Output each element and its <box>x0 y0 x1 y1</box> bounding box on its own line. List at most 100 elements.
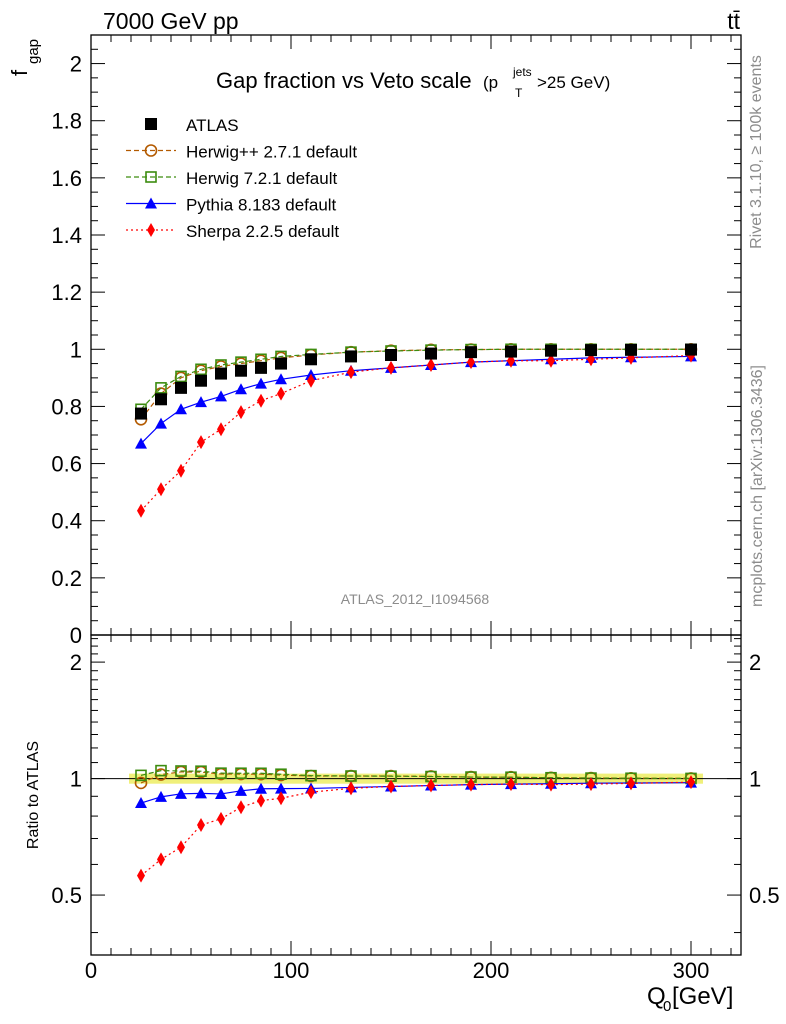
title-pre: (p <box>483 73 498 92</box>
data-point <box>347 365 355 380</box>
ratio-y-tick-label: 0.5 <box>51 883 82 908</box>
ratio-point <box>134 776 148 790</box>
data-point <box>197 435 205 450</box>
data-point <box>175 381 187 394</box>
ratio-point <box>175 787 187 799</box>
series-line <box>140 348 691 410</box>
main-ylabel: f gap <box>7 39 42 76</box>
series-line <box>140 354 692 512</box>
ratio-line <box>140 782 692 804</box>
data-point <box>195 374 207 387</box>
ratio-point <box>215 767 227 779</box>
ratio-point <box>687 775 695 790</box>
chart-title: Gap fraction vs Veto scale (p jets T >25… <box>216 65 610 100</box>
data-point <box>195 396 207 408</box>
y-tick-label: 1.8 <box>51 109 82 134</box>
ratio-point <box>175 765 187 777</box>
legend-label: Herwig 7.2.1 default <box>186 169 337 188</box>
xlabel-unit: [GeV] <box>672 983 733 1010</box>
title-sup: jets <box>512 65 532 79</box>
ratio-point <box>587 777 595 792</box>
ratio-point <box>307 785 315 800</box>
ratio-point <box>255 782 267 794</box>
legend-marker <box>145 197 157 209</box>
analysis-label: ATLAS_2012_I1094568 <box>341 591 490 607</box>
ratio-point <box>135 797 147 809</box>
data-point <box>345 350 357 363</box>
x-tick-label: 200 <box>473 958 510 983</box>
legend-marker <box>147 223 155 237</box>
ratio-point <box>547 777 555 792</box>
data-point <box>135 437 147 449</box>
title-sub: T <box>515 86 523 100</box>
axis-ticks <box>90 34 741 955</box>
ratio-point <box>507 777 515 792</box>
ratio-point <box>135 769 147 782</box>
ratio-point <box>217 811 225 826</box>
x-axis-label: Q 0 [GeV] <box>647 983 733 1015</box>
energy-label: 7000 GeV pp <box>103 8 239 34</box>
ratio-point <box>137 868 145 883</box>
data-point <box>155 393 167 406</box>
legend-label: ATLAS <box>186 116 239 135</box>
ratio-point <box>347 781 355 796</box>
legend-label: Sherpa 2.2.5 default <box>186 222 339 241</box>
data-point <box>425 347 437 360</box>
series-herwig-2-7-1-default <box>134 342 698 426</box>
y-tick-label: 1 <box>70 337 82 362</box>
rivet-label: Rivet 3.1.10, ≥ 100k events <box>748 55 765 249</box>
ratio-point <box>387 779 395 794</box>
data-point <box>237 405 245 420</box>
data-point <box>215 367 227 380</box>
legend-marker <box>144 144 158 157</box>
ratio-point <box>277 791 285 806</box>
y-tick-label: 0.6 <box>51 452 82 477</box>
data-point <box>277 386 285 401</box>
ratio-point <box>235 784 247 796</box>
xlabel-q: Q <box>647 983 666 1010</box>
ratio-line <box>140 781 692 877</box>
process-label: tt̄ <box>727 8 740 34</box>
data-point <box>217 422 225 437</box>
data-point <box>547 353 555 368</box>
legend-label: Pythia 8.183 default <box>186 196 337 215</box>
data-point <box>157 482 165 497</box>
ratio-y-tick-label-right: 1 <box>749 767 761 792</box>
ratio-point <box>257 793 265 808</box>
ratio-line <box>140 770 692 780</box>
data-point <box>155 417 167 429</box>
ratio-point <box>177 840 185 855</box>
y-tick-label: 0.2 <box>51 566 82 591</box>
data-point <box>585 344 597 357</box>
data-point <box>137 503 145 518</box>
ratio-point <box>155 764 167 777</box>
ratio-point <box>275 782 287 794</box>
data-point <box>155 382 167 394</box>
x-tick-label: 0 <box>85 958 97 983</box>
main-plot-series <box>134 342 698 518</box>
title-main: Gap fraction vs Veto scale <box>216 68 472 93</box>
y-tick-label: 0.4 <box>51 509 82 534</box>
legend-item: Sherpa 2.2.5 default <box>126 222 339 241</box>
y-tick-label: 0 <box>70 623 82 648</box>
y-tick-label: 1.4 <box>51 223 82 248</box>
data-point <box>275 357 287 370</box>
data-point <box>177 463 185 478</box>
data-point <box>385 349 397 361</box>
data-point <box>467 355 475 370</box>
y-tick-label: 2 <box>70 52 82 77</box>
data-point <box>235 364 247 377</box>
y-tick-label: 1.2 <box>51 280 82 305</box>
data-point <box>215 390 227 402</box>
x-tick-label: 300 <box>673 958 710 983</box>
data-point <box>275 373 287 385</box>
data-point <box>305 353 317 366</box>
ratio-point <box>467 777 475 792</box>
main-ylabel-f: f <box>7 69 32 76</box>
series-atlas <box>135 343 697 420</box>
data-point <box>625 343 637 356</box>
ratio-y-tick-label: 2 <box>70 650 82 675</box>
ratio-point <box>237 800 245 815</box>
data-point <box>255 361 267 374</box>
